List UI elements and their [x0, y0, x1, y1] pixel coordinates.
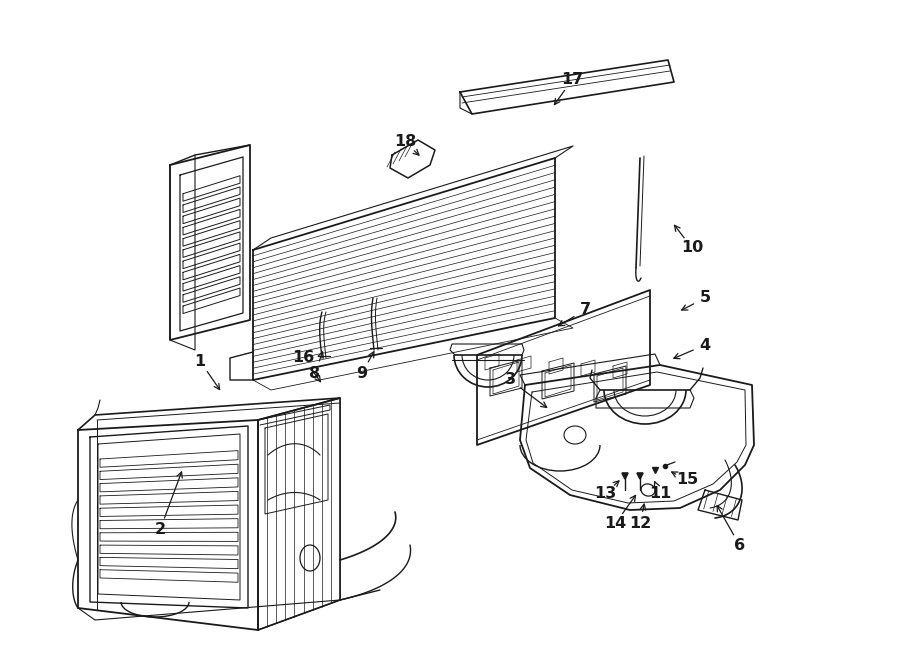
Text: 15: 15: [676, 473, 698, 488]
Text: 5: 5: [699, 290, 711, 305]
Text: 11: 11: [649, 486, 671, 502]
Text: 6: 6: [734, 539, 745, 553]
Text: 17: 17: [561, 73, 583, 87]
Text: 10: 10: [681, 241, 703, 256]
Text: 18: 18: [394, 134, 416, 149]
Text: 8: 8: [310, 366, 320, 381]
Text: 1: 1: [194, 354, 205, 368]
Text: 16: 16: [292, 350, 314, 366]
Text: 12: 12: [629, 516, 651, 531]
Text: 9: 9: [356, 366, 367, 381]
Text: 14: 14: [604, 516, 626, 531]
Text: 4: 4: [699, 338, 711, 352]
Text: 7: 7: [580, 303, 590, 317]
Text: 2: 2: [155, 522, 166, 537]
Text: 13: 13: [594, 486, 616, 502]
Text: 3: 3: [504, 373, 516, 387]
